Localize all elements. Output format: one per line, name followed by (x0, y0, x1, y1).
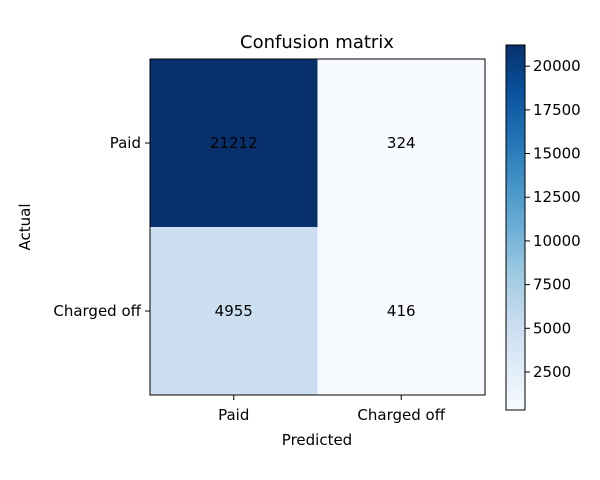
y-axis-ticks: Paid Charged off (53, 134, 150, 320)
colorbar-tick-label: 5000 (533, 319, 571, 337)
y-tick-label: Paid (110, 134, 141, 152)
y-tick-label: Charged off (53, 302, 141, 320)
heatmap-cell (317, 227, 485, 395)
cell-value-label: 416 (387, 302, 416, 320)
colorbar-tick-label: 15000 (533, 145, 581, 163)
plot-frame (149, 58, 486, 396)
heatmap-cell (150, 227, 318, 395)
y-axis-label: Actual (16, 204, 34, 251)
colorbar-tick-label: 10000 (533, 232, 581, 250)
colorbar (505, 44, 526, 411)
cell-value-label: 324 (387, 134, 416, 152)
cell-value-label: 4955 (215, 302, 253, 320)
heatmap-cell-labels: 21212 324 4955 416 (210, 134, 416, 320)
colorbar-tick-label: 7500 (533, 276, 571, 294)
colorbar-ticks: 2500 5000 7500 10000 12500 15000 17500 20000 (525, 57, 581, 381)
cell-value-label: 21212 (210, 134, 258, 152)
x-tick-label: Paid (218, 406, 249, 424)
x-axis-ticks: Paid Charged off (218, 395, 446, 424)
heatmap-cell (317, 59, 485, 227)
x-axis-label: Predicted (282, 431, 352, 449)
colorbar-tick-label: 2500 (533, 363, 571, 381)
colorbar-tick-label: 20000 (533, 57, 581, 75)
x-tick-label: Charged off (357, 406, 445, 424)
heatmap-cells (150, 59, 485, 395)
colorbar-tick-label: 17500 (533, 101, 581, 119)
chart-title: Confusion matrix (240, 32, 394, 53)
heatmap-cell (150, 59, 318, 227)
colorbar-tick-label: 12500 (533, 188, 581, 206)
